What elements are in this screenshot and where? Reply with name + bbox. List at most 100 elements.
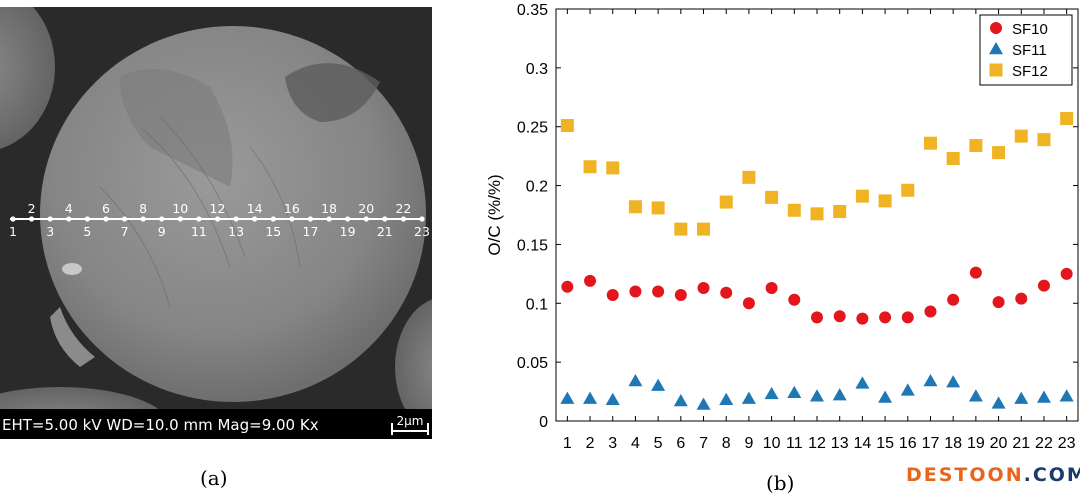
x-tick-label: 10 — [763, 435, 781, 452]
series-sf12 — [560, 111, 1074, 236]
point-sf10 — [879, 311, 892, 324]
measurement-point — [252, 216, 258, 222]
sem-micrograph-svg: 2 4 6 8 10 12 14 16 18 20 22 1 3 5 7 9 11 13 15 17 19 21 23 E… — [0, 0, 495, 467]
watermark-dot: . — [1023, 464, 1033, 486]
point-sf12 — [606, 161, 620, 175]
point-label: 14 — [247, 201, 263, 216]
point-label: 7 — [121, 224, 129, 239]
point-sf11 — [605, 392, 620, 406]
point-sf12 — [833, 204, 847, 218]
watermark-main: DESTOON — [906, 464, 1024, 486]
measurement-point — [10, 216, 16, 222]
point-label: 9 — [158, 224, 166, 239]
point-label: 15 — [265, 224, 281, 239]
point-label: 20 — [358, 201, 374, 216]
point-sf11 — [651, 378, 666, 391]
fracture-dimple — [285, 63, 380, 122]
point-sf10 — [629, 285, 642, 298]
legend: SF10 SF11 SF12 — [979, 14, 1073, 86]
watermark-tld: COM — [1032, 464, 1080, 486]
sem-micrograph: 2 4 6 8 10 12 14 16 18 20 22 1 3 5 7 9 11 13 15 17 19 21 23 E… — [0, 0, 495, 467]
series-sf10 — [561, 266, 1073, 325]
legend-marker-sf11 — [989, 42, 1003, 55]
measurement-point — [103, 216, 109, 222]
measurement-point — [419, 216, 425, 222]
info-bar — [0, 409, 432, 439]
x-tick-label: 16 — [899, 435, 917, 452]
point-label: 2 — [28, 201, 36, 216]
point-sf10 — [1060, 267, 1073, 280]
point-sf11 — [741, 391, 756, 404]
point-label: 21 — [377, 224, 393, 239]
measurement-point — [66, 216, 72, 222]
measurement-point — [159, 216, 165, 222]
x-tick-label: 4 — [631, 435, 640, 452]
point-label: 6 — [102, 201, 110, 216]
measurement-point — [28, 216, 35, 222]
point-label: 4 — [65, 201, 73, 216]
point-sf10 — [969, 266, 982, 279]
measurement-point — [326, 216, 332, 222]
y-axis: 0 0.05 0.1 0.15 0.2 0.25 0.3 0.35 — [517, 2, 1078, 431]
caption-a: (a) — [200, 466, 228, 490]
point-sf12 — [674, 222, 688, 236]
measurement-point — [84, 216, 90, 222]
x-tick-label: 11 — [786, 435, 803, 452]
point-sf12 — [628, 200, 642, 214]
measurement-point — [345, 216, 351, 222]
point-sf11 — [832, 388, 847, 401]
point-label: 5 — [83, 224, 91, 239]
point-sf11 — [560, 391, 575, 404]
y-tick-label: 0.25 — [517, 120, 548, 137]
point-label: 12 — [210, 201, 226, 216]
point-sf11 — [764, 386, 779, 400]
surface-striations — [99, 116, 301, 308]
x-tick-label: 8 — [722, 435, 731, 452]
point-sf10 — [924, 305, 937, 318]
y-tick-label: 0.2 — [526, 179, 548, 196]
y-tick-label: 0.1 — [526, 296, 548, 313]
point-sf11 — [878, 390, 893, 403]
point-sf12 — [742, 170, 756, 184]
point-sf10 — [606, 289, 619, 302]
point-sf11 — [991, 396, 1006, 409]
x-tick-label: 18 — [944, 435, 962, 452]
legend-marker-sf10 — [990, 22, 1002, 34]
point-sf11 — [900, 383, 915, 396]
measurement-point — [47, 216, 53, 222]
point-sf12 — [923, 136, 937, 150]
x-tick-label: 21 — [1012, 435, 1030, 452]
point-sf11 — [1059, 389, 1074, 402]
y-tick-label: 0.05 — [517, 355, 548, 372]
y-tick-label: 0.3 — [526, 61, 548, 78]
point-sf12 — [878, 194, 892, 208]
point-sf10 — [1015, 292, 1028, 305]
info-bar-text: EHT=5.00 kV WD=10.0 mm Mag=9.00 Kx — [2, 416, 319, 434]
point-sf12 — [1014, 129, 1028, 143]
point-sf11 — [628, 373, 643, 387]
x-tick-label: 3 — [608, 435, 617, 452]
measurement-point — [214, 216, 221, 222]
measurement-point — [307, 216, 314, 222]
point-sf11 — [719, 392, 734, 406]
measurement-point — [121, 216, 128, 222]
x-axis: 1 2 3 4 5 6 7 8 9 10 11 12 13 14 15 16 17 18 19 20 21 22 23 — [563, 9, 1076, 452]
series-sf11 — [560, 373, 1074, 410]
y-tick-label: 0.15 — [517, 237, 548, 254]
point-label: 23 — [414, 224, 430, 239]
x-tick-label: 7 — [699, 435, 708, 452]
point-label: 19 — [340, 224, 356, 239]
point-sf12 — [651, 201, 665, 215]
measurement-point — [400, 216, 407, 222]
point-label: 1 — [9, 224, 17, 239]
point-sf10 — [901, 311, 914, 324]
x-tick-label: 1 — [563, 435, 572, 452]
point-sf12 — [855, 189, 869, 203]
point-sf12 — [787, 203, 801, 217]
x-tick-label: 2 — [586, 435, 595, 452]
point-label: 18 — [321, 201, 337, 216]
x-tick-label: 5 — [654, 435, 663, 452]
point-sf12 — [969, 139, 983, 153]
point-sf11 — [1036, 390, 1051, 403]
point-label: 10 — [172, 201, 188, 216]
